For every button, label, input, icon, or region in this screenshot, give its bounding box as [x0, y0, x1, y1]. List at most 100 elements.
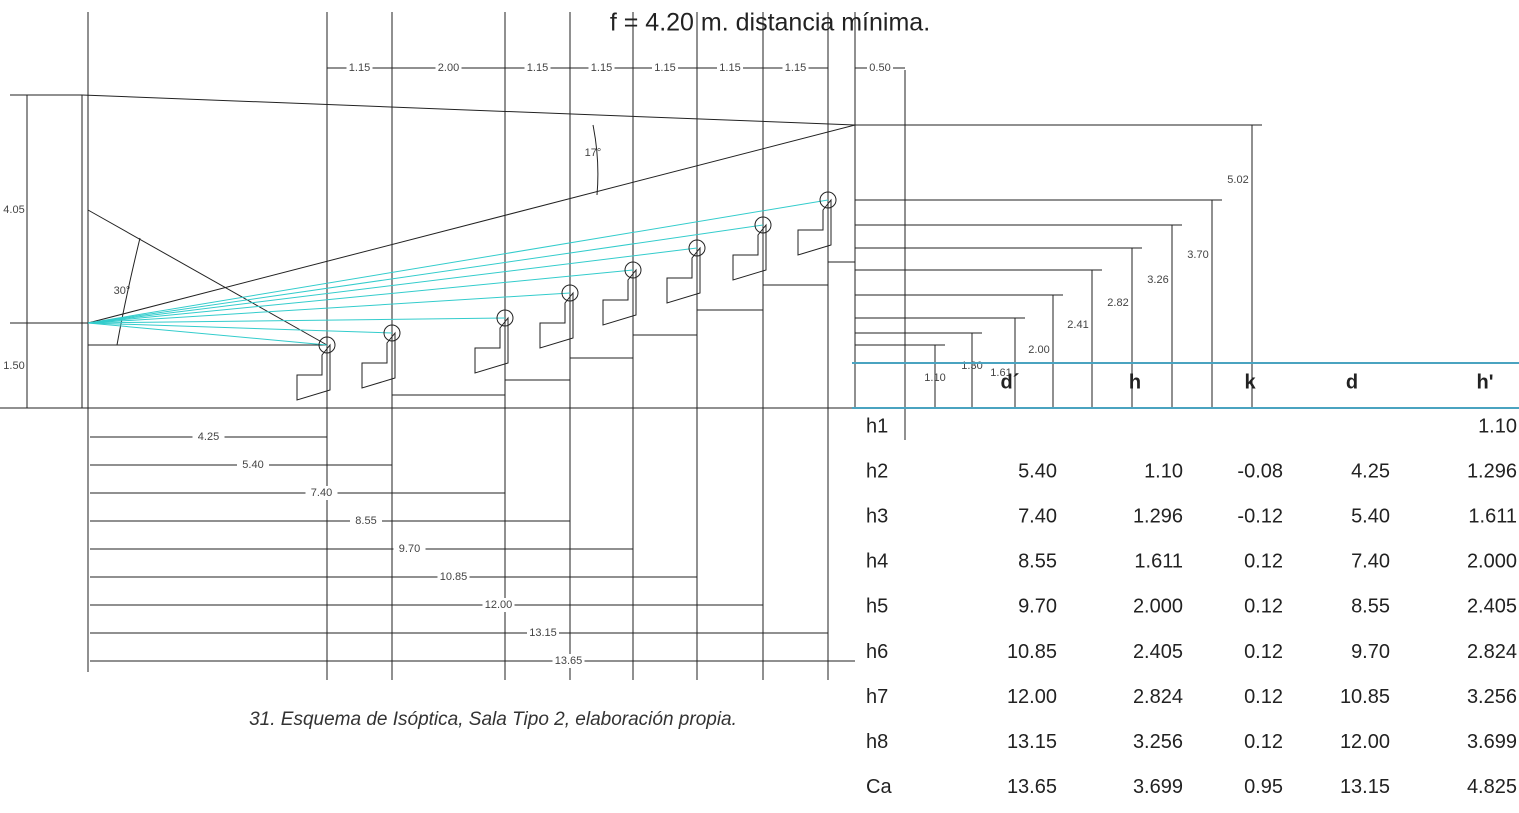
- table-cell: 13.15: [1007, 731, 1057, 753]
- table-cell: 1.611: [1134, 551, 1183, 573]
- seat: [732, 223, 767, 281]
- table-cell: 13.65: [1007, 776, 1057, 798]
- table-cell: 2.000: [1467, 551, 1517, 573]
- distance: 4.25: [198, 431, 219, 443]
- label-bg: [192, 430, 225, 444]
- seat: [797, 198, 832, 256]
- table-cell: -0.08: [1237, 460, 1283, 482]
- table-cell: 10.85: [1007, 641, 1057, 663]
- head: [754, 216, 772, 234]
- top-dim: 1.15: [591, 62, 612, 74]
- table-cell: 0.12: [1244, 731, 1283, 753]
- label-bg: [867, 61, 893, 75]
- top-dim: 2.00: [438, 62, 459, 74]
- head: [496, 309, 514, 327]
- table-cell: 9.70: [1018, 596, 1057, 618]
- height-label: 1.30: [961, 360, 982, 372]
- table-cell: 0.12: [1244, 551, 1283, 573]
- arc: [116, 237, 141, 346]
- title: f = 4.20 m. distancia mínima.: [610, 9, 930, 37]
- distance: 12.00: [485, 599, 513, 611]
- table-cell: 12.00: [1340, 731, 1390, 753]
- label-bg: [652, 61, 678, 75]
- table-cell: 3.699: [1133, 776, 1183, 798]
- table-cell: 2.824: [1467, 641, 1517, 663]
- diagram: 1.15 2.00 1.15 1.15 1.15 1.15 1.15 0.50 4.05 1.50…: [3, 12, 1517, 798]
- label-bg: [305, 486, 338, 500]
- table-cell: 8.55: [1018, 551, 1057, 573]
- table-cell: 0.95: [1244, 776, 1283, 798]
- height-label: 1.10: [924, 372, 945, 384]
- layout-lines: [0, 12, 906, 672]
- left-dim: 4.05: [3, 204, 24, 216]
- distance: 10.85: [440, 571, 468, 583]
- row-label: h7: [866, 686, 888, 708]
- table-cell: 5.40: [1018, 460, 1057, 482]
- line: [87, 269, 634, 324]
- seat: [474, 316, 509, 374]
- distance: 7.40: [311, 487, 332, 499]
- table-cell: 8.55: [1351, 596, 1390, 618]
- height-label: 3.26: [1147, 274, 1168, 286]
- table-cell: 2.405: [1133, 641, 1183, 663]
- table-cell: 3.256: [1133, 731, 1183, 753]
- table-header: k: [1244, 371, 1256, 393]
- top-dim: 1.15: [349, 62, 370, 74]
- table-cell: 4.25: [1351, 460, 1390, 482]
- distance: 13.65: [555, 655, 583, 667]
- table-cell: 2.824: [1133, 686, 1183, 708]
- row-label: Ca: [866, 776, 892, 798]
- table-cell: -0.12: [1237, 505, 1283, 527]
- head: [318, 336, 336, 354]
- seat: [296, 343, 331, 401]
- top-dim: 1.15: [785, 62, 806, 74]
- label-bg: [346, 61, 373, 75]
- row-label: h1: [866, 415, 888, 437]
- head: [819, 191, 837, 209]
- distance: 13.15: [529, 627, 557, 639]
- top-dim: 0.50: [869, 62, 890, 74]
- top-dim: 1.15: [527, 62, 548, 74]
- table-header: h': [1477, 371, 1494, 393]
- table-cell: 1.296: [1133, 505, 1183, 527]
- angle: 17°: [585, 147, 602, 159]
- row-label: h8: [866, 731, 888, 753]
- head: [561, 284, 579, 302]
- table-header: d: [1346, 371, 1358, 393]
- label-bg: [717, 61, 743, 75]
- height-label: 2.82: [1107, 297, 1128, 309]
- table-header: d´: [1001, 371, 1020, 393]
- label-bg: [393, 542, 426, 556]
- row-label: h6: [866, 641, 888, 663]
- table-cell: 13.15: [1340, 776, 1390, 798]
- label-bg: [482, 598, 515, 612]
- height-label: 1.61: [990, 367, 1011, 379]
- label-bg: [782, 61, 809, 75]
- label-bg: [588, 61, 615, 75]
- line: [87, 322, 328, 346]
- top-dim: 1.15: [719, 62, 740, 74]
- table-cell: 2.000: [1133, 596, 1183, 618]
- line: [87, 199, 829, 324]
- table-cell: 3.699: [1467, 731, 1517, 753]
- height-label: 3.70: [1187, 249, 1208, 261]
- seat: [361, 331, 396, 389]
- table-cell: 0.12: [1244, 596, 1283, 618]
- label-bg: [524, 61, 551, 75]
- left-dim: 1.50: [3, 360, 24, 372]
- table-cell: 4.825: [1467, 776, 1517, 798]
- label-bg: [527, 626, 559, 640]
- angle: 30°: [114, 285, 131, 297]
- distance: 5.40: [242, 459, 263, 471]
- seat: [539, 291, 574, 349]
- table-cell: 7.40: [1351, 551, 1390, 573]
- label-bg: [435, 61, 462, 75]
- label-bg: [237, 458, 269, 472]
- seat: [666, 246, 701, 304]
- table-cell: 1.611: [1468, 505, 1517, 527]
- line: [87, 247, 698, 324]
- row-label: h2: [866, 460, 888, 482]
- row-label: h5: [866, 596, 888, 618]
- table-cell: 12.00: [1007, 686, 1057, 708]
